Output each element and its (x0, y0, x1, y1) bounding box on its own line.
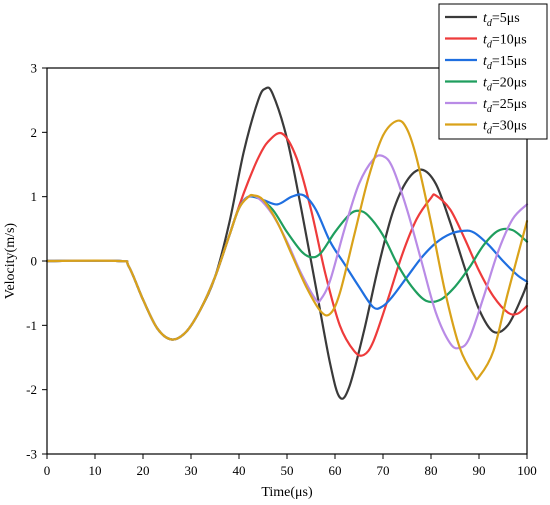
legend-entry: td=10μs (483, 33, 527, 51)
x-tick-label: 100 (517, 463, 537, 478)
legend-entry: td=30μs (483, 119, 527, 137)
y-tick-label: 2 (31, 125, 38, 140)
x-tick-label: 80 (425, 463, 438, 478)
series-line-5 (45, 154, 529, 350)
y-axis-label: Velocity(m/s) (3, 223, 18, 300)
series-layer (45, 86, 529, 400)
legend-entry: td=25μs (483, 97, 527, 115)
x-tick-label: 70 (377, 463, 390, 478)
legend-entry: td=20μs (483, 76, 527, 94)
x-tick-label: 20 (137, 463, 150, 478)
y-tick-label: -1 (26, 318, 37, 333)
x-tick-label: 40 (233, 463, 246, 478)
x-tick-label: 0 (44, 463, 51, 478)
y-tick-label: -2 (26, 382, 37, 397)
y-tick-label: 3 (31, 61, 38, 76)
legend-entry: td=5μs (483, 11, 520, 29)
x-tick-label: 90 (473, 463, 486, 478)
axis-ticks: 0 10 20 30 40 50 60 70 80 90 100 -3 -2 -1 0 1 2 3 (26, 61, 537, 479)
legend-box (438, 3, 548, 140)
y-tick-label: 0 (31, 254, 38, 269)
y-tick-label: -3 (26, 447, 37, 462)
legend: td=5μs td=10μs td=15μs td=20μs td=25μs td=30μ… (438, 3, 548, 140)
x-tick-label: 60 (329, 463, 342, 478)
x-tick-label: 10 (89, 463, 102, 478)
series-line-6 (45, 119, 529, 381)
x-tick-label: 50 (281, 463, 294, 478)
y-tick-label: 1 (31, 189, 38, 204)
x-tick-label: 30 (185, 463, 198, 478)
x-axis-label: Time(μs) (261, 485, 313, 500)
legend-entry: td=15μs (483, 54, 527, 72)
